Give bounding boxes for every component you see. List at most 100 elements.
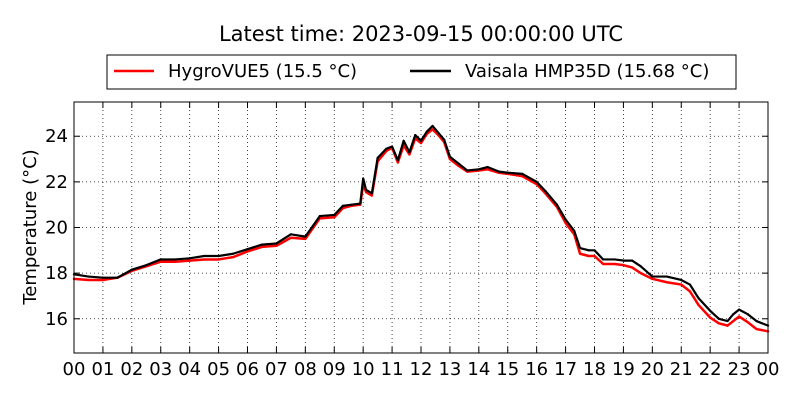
data-point-vaisala (448, 155, 452, 158)
data-point-vaisala (630, 259, 634, 262)
x-tick-label: 00 (63, 359, 86, 380)
y-tick-label: 18 (45, 263, 68, 284)
data-point-hygrovue5 (680, 283, 683, 286)
data-point-hygrovue5 (622, 264, 625, 267)
x-tick-label: 14 (467, 359, 490, 380)
data-point-hygrovue5 (231, 256, 235, 259)
x-tick-label: 17 (554, 359, 577, 380)
data-point-vaisala (443, 138, 446, 141)
data-point-vaisala (304, 235, 307, 238)
data-point-vaisala (437, 131, 440, 134)
data-point-hygrovue5 (101, 278, 105, 282)
x-tick-label: 20 (641, 359, 664, 380)
x-tick-label: 22 (699, 359, 722, 380)
data-point-vaisala (231, 252, 235, 255)
series-layer (72, 124, 770, 333)
data-point-vaisala (414, 133, 417, 137)
data-point-hygrovue5 (188, 259, 191, 262)
data-point-vaisala (130, 268, 133, 271)
data-point-vaisala (521, 172, 524, 175)
series-line-vaisala (72, 124, 770, 327)
data-point-vaisala (341, 204, 345, 207)
y-axis-ticks: 16 18 20 22 24 (45, 126, 768, 330)
x-tick-label: 09 (323, 359, 346, 380)
data-point-vaisala (732, 313, 735, 316)
data-point-vaisala (486, 165, 489, 169)
data-point-hygrovue5 (370, 194, 373, 197)
data-point-hygrovue5 (665, 281, 668, 284)
data-point-vaisala (145, 264, 148, 267)
y-tick-label: 16 (45, 309, 68, 330)
data-point-hygrovue5 (174, 260, 177, 263)
data-point-hygrovue5 (396, 161, 399, 164)
x-tick-label: 10 (352, 359, 375, 380)
data-point-vaisala (651, 275, 654, 278)
x-tick-label: 00 (757, 359, 780, 380)
x-tick-label: 01 (91, 359, 114, 380)
data-point-vaisala (688, 283, 692, 286)
data-point-vaisala (457, 162, 460, 165)
data-point-vaisala (101, 276, 105, 279)
x-tick-label: 15 (496, 359, 519, 380)
x-tick-label: 16 (525, 359, 548, 380)
x-axis-ticks: 00 01 02 03 04 05 06 07 08 09 10 11 12 13 14 15 16 17 18 19… (63, 102, 780, 380)
data-point-vaisala (639, 265, 642, 268)
legend: HygroVUE5 (15.5 °C) Vaisala HMP35D (15.6… (106, 54, 737, 90)
data-point-vaisala (613, 258, 616, 261)
x-tick-label: 13 (438, 359, 461, 380)
data-point-hygrovue5 (217, 258, 220, 261)
data-point-vaisala (755, 319, 758, 323)
x-tick-label: 11 (381, 359, 404, 380)
data-point-hygrovue5 (304, 237, 307, 241)
data-point-hygrovue5 (717, 322, 720, 325)
data-point-vaisala (726, 319, 729, 323)
data-point-vaisala (466, 169, 469, 172)
data-point-hygrovue5 (521, 175, 524, 178)
data-point-vaisala (477, 168, 480, 171)
data-point-vaisala (359, 202, 362, 205)
data-point-vaisala (364, 188, 368, 191)
x-tick-label: 21 (670, 359, 693, 380)
data-point-vaisala (602, 258, 605, 261)
data-point-vaisala (385, 147, 388, 150)
data-point-vaisala (217, 254, 220, 258)
data-point-hygrovue5 (602, 262, 605, 266)
data-point-vaisala (544, 189, 547, 193)
data-point-hygrovue5 (159, 260, 162, 263)
legend-label-vaisala: Vaisala HMP35D (15.68 °C) (465, 61, 709, 82)
x-tick-label: 03 (149, 359, 172, 380)
data-point-hygrovue5 (697, 303, 700, 307)
data-point-vaisala (593, 249, 596, 252)
data-point-vaisala (203, 254, 206, 258)
data-point-hygrovue5 (737, 315, 741, 318)
y-tick-label: 24 (45, 126, 68, 147)
data-point-vaisala (174, 258, 177, 261)
data-point-vaisala (564, 218, 567, 221)
x-tick-label: 19 (612, 359, 635, 380)
data-point-hygrovue5 (87, 278, 90, 282)
data-point-vaisala (402, 139, 405, 142)
data-point-hygrovue5 (755, 327, 758, 331)
chart-title: Latest time: 2023-09-15 00:00:00 UTC (219, 22, 623, 46)
x-tick-label: 05 (207, 359, 230, 380)
data-point-hygrovue5 (726, 324, 729, 327)
data-point-vaisala (159, 258, 162, 261)
x-tick-label: 07 (265, 359, 288, 380)
x-tick-label: 12 (410, 359, 433, 380)
data-point-vaisala (506, 171, 509, 174)
data-point-hygrovue5 (688, 290, 692, 293)
data-point-vaisala (376, 156, 379, 159)
data-point-hygrovue5 (587, 254, 590, 258)
y-axis-label: Temperature (°C) (20, 149, 41, 305)
data-point-hygrovue5 (408, 153, 411, 156)
data-point-vaisala (622, 259, 625, 262)
data-point-vaisala (717, 317, 720, 320)
data-point-hygrovue5 (746, 321, 749, 324)
data-point-hygrovue5 (578, 252, 582, 255)
data-point-vaisala (497, 170, 501, 173)
data-point-vaisala (396, 159, 399, 162)
data-point-vaisala (246, 248, 249, 251)
data-point-hygrovue5 (333, 216, 336, 219)
x-tick-label: 23 (728, 359, 751, 380)
data-point-hygrovue5 (639, 272, 642, 275)
